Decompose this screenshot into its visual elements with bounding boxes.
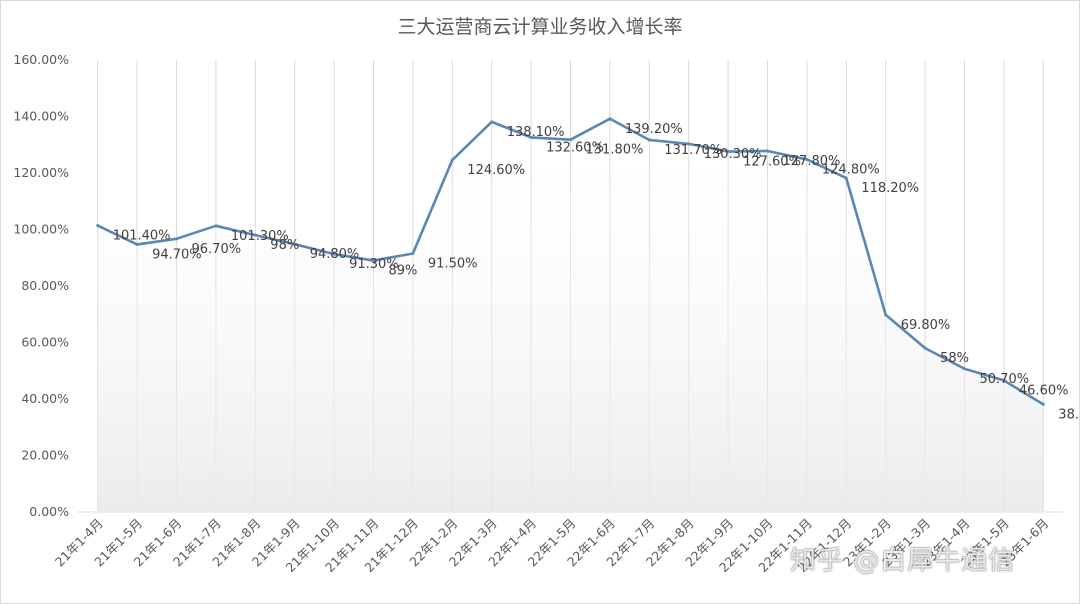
data-label: 50.70% xyxy=(980,372,1030,387)
data-label: 46.60% xyxy=(1019,383,1069,398)
data-label: 131.70% xyxy=(664,143,722,158)
y-tick-label: 120.00% xyxy=(13,165,69,180)
data-point xyxy=(175,237,178,241)
data-label: 89% xyxy=(389,264,418,279)
data-point xyxy=(96,224,100,228)
data-label: 101.40% xyxy=(113,229,171,244)
data-label: 91.50% xyxy=(428,257,478,272)
y-tick-label: 40.00% xyxy=(21,391,69,406)
data-label: 124.60% xyxy=(467,163,525,178)
data-point xyxy=(805,157,809,161)
chart-title: 三大运营商云计算业务收入增长率 xyxy=(397,16,683,38)
y-tick-label: 20.00% xyxy=(21,448,69,463)
data-point xyxy=(1041,402,1045,406)
data-label: 94.80% xyxy=(310,247,360,262)
series-line xyxy=(96,117,1045,406)
data-point xyxy=(372,259,375,263)
data-label: 58% xyxy=(940,351,969,366)
data-point xyxy=(450,158,454,162)
data-point xyxy=(726,150,730,154)
data-point xyxy=(608,117,612,121)
data-label: 131.80% xyxy=(586,143,644,158)
data-point xyxy=(529,135,533,139)
y-tick-label: 60.00% xyxy=(21,335,69,350)
y-tick-label: 100.00% xyxy=(13,222,69,237)
watermark-text: 知乎 @白犀牛通信 xyxy=(790,546,1016,576)
data-point xyxy=(135,242,139,246)
data-point xyxy=(884,313,888,317)
area-fill xyxy=(97,118,1044,512)
data-label: 69.80% xyxy=(901,318,951,333)
data-point xyxy=(963,367,966,371)
data-label: 101.30% xyxy=(231,229,289,244)
data-point xyxy=(687,142,691,146)
data-point xyxy=(253,233,257,237)
data-label: 118.20% xyxy=(861,181,919,196)
data-label: 91.30% xyxy=(349,257,399,272)
data-label: 38.10% xyxy=(1058,407,1080,422)
data-label: 124.80% xyxy=(822,162,880,177)
data-label: 139.20% xyxy=(625,122,683,137)
data-point xyxy=(647,138,651,142)
data-label: 98% xyxy=(270,238,299,253)
data-label: 96.70% xyxy=(192,242,242,257)
data-label: 138.10% xyxy=(507,125,565,140)
y-tick-label: 140.00% xyxy=(13,109,69,124)
data-point xyxy=(293,242,297,246)
data-labels: 101.40% 94.70%96.70%101.30%98% 94.80%91.30… xyxy=(113,122,1080,423)
y-axis-ticks: 0.00% 20.00% 40.00% 60.00% 80.00% 100.00% 120.… xyxy=(13,52,69,519)
data-point xyxy=(844,176,848,180)
data-label: 127.80% xyxy=(783,154,841,169)
y-tick-label: 0.00% xyxy=(29,504,69,519)
data-point xyxy=(411,252,415,256)
data-point xyxy=(214,224,218,228)
data-point xyxy=(332,252,336,256)
y-tick-label: 80.00% xyxy=(21,278,69,293)
data-point xyxy=(923,346,927,350)
data-label: 94.70% xyxy=(152,247,202,262)
data-label: 127.60% xyxy=(743,155,801,170)
data-point xyxy=(766,149,769,153)
data-point xyxy=(1002,378,1006,382)
data-point xyxy=(569,138,572,142)
data-point xyxy=(490,120,494,124)
data-label: 132.60% xyxy=(546,140,604,155)
area-shape xyxy=(97,118,1044,512)
data-label: 130.30% xyxy=(704,147,762,162)
y-tick-label: 160.00% xyxy=(13,52,69,67)
